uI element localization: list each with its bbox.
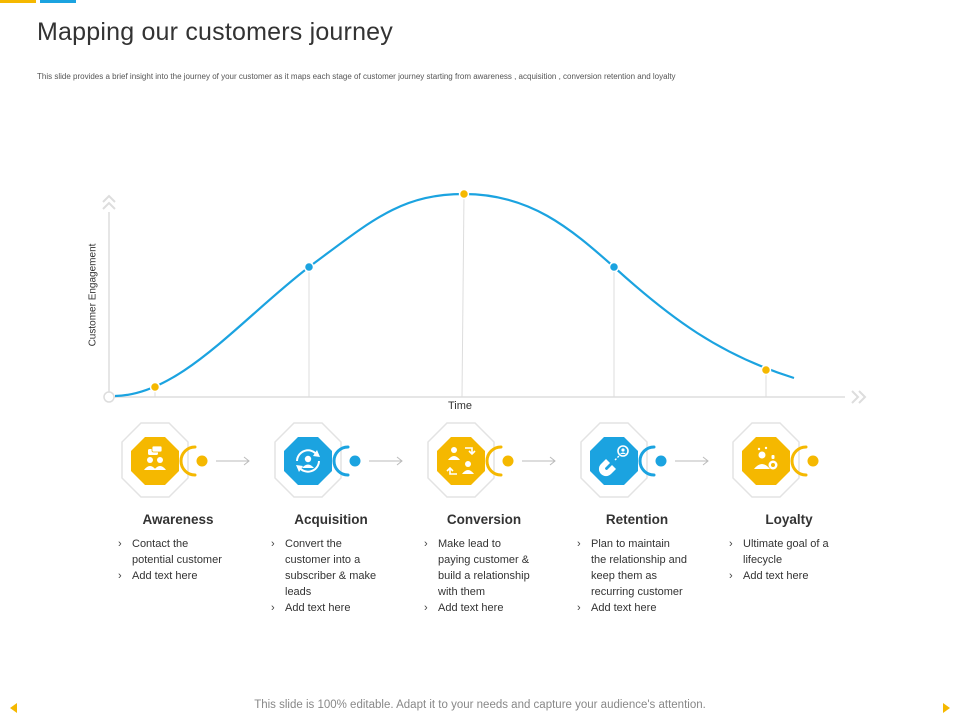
loyal-user-icon bbox=[732, 422, 819, 498]
footer-note: This slide is 100% editable. Adapt it to… bbox=[254, 699, 706, 711]
list-item: Make lead to paying customer & build a r… bbox=[424, 536, 534, 600]
list-item: Add text here bbox=[118, 568, 228, 584]
users-chat-icon bbox=[121, 422, 238, 498]
y-axis-label: Customer Engagement bbox=[87, 243, 99, 347]
magnet-user-icon bbox=[580, 422, 667, 498]
stage-title: Acquisition bbox=[294, 512, 368, 527]
list-item: Ultimate goal of a lifecycle bbox=[729, 536, 839, 568]
y-axis-chevron-icon bbox=[102, 194, 116, 203]
page-subtitle: This slide provides a brief insight into… bbox=[37, 72, 676, 81]
list-item: Contact the potential customer bbox=[118, 536, 228, 568]
stage-details: Contact the potential customer Add text … bbox=[118, 536, 228, 584]
accent-bar-blue bbox=[40, 0, 76, 3]
curve-line bbox=[114, 192, 795, 398]
list-item: Add text here bbox=[729, 568, 839, 584]
stage-title: Conversion bbox=[446, 512, 522, 527]
page-title: Mapping our customers journey bbox=[37, 18, 393, 46]
stage-title: Awareness bbox=[142, 512, 214, 527]
x-axis-chevron-icon bbox=[851, 390, 860, 404]
axis-origin bbox=[103, 391, 115, 403]
stage-details: Convert the customer into a subscriber &… bbox=[271, 536, 381, 616]
stage-title: Loyalty bbox=[765, 512, 813, 527]
list-item: Plan to maintain the relationship and ke… bbox=[577, 536, 687, 600]
arrow-right-icon bbox=[369, 456, 403, 466]
next-slide-icon[interactable] bbox=[943, 703, 950, 713]
list-item: Add text here bbox=[424, 600, 534, 616]
stage-details: Make lead to paying customer & build a r… bbox=[424, 536, 534, 616]
list-item: Add text here bbox=[577, 600, 687, 616]
arrow-right-icon bbox=[675, 456, 709, 466]
stage-point-acquisition bbox=[303, 261, 315, 273]
accent-bar-yellow bbox=[0, 0, 36, 3]
arrow-right-icon bbox=[216, 456, 250, 466]
list-item: Add text here bbox=[271, 600, 381, 616]
stage-point-awareness bbox=[149, 381, 161, 393]
stage-details: Ultimate goal of a lifecycle Add text he… bbox=[729, 536, 839, 584]
list-item: Convert the customer into a subscriber &… bbox=[271, 536, 381, 600]
stage-point-conversion bbox=[458, 188, 470, 200]
people-exchange-icon bbox=[427, 422, 514, 498]
stage-point-loyalty bbox=[760, 364, 772, 376]
previous-slide-icon[interactable] bbox=[10, 703, 17, 713]
drop-line bbox=[461, 193, 465, 398]
stage-details: Plan to maintain the relationship and ke… bbox=[577, 536, 687, 616]
engagement-curve-chart bbox=[102, 188, 867, 404]
arrow-right-icon bbox=[522, 456, 556, 466]
stage-title: Retention bbox=[605, 512, 669, 527]
x-axis-label: Time bbox=[447, 400, 473, 412]
user-cycle-icon bbox=[274, 422, 361, 498]
stage-point-retention bbox=[608, 261, 620, 273]
